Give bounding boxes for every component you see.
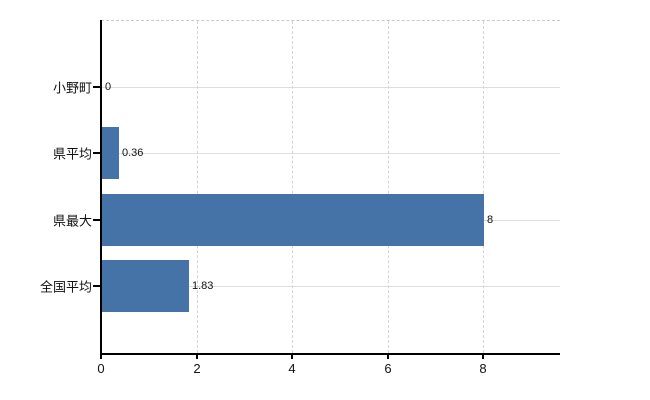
bar[interactable] (102, 127, 119, 179)
horizontal-gridline (102, 87, 560, 88)
x-axis-line (100, 353, 560, 355)
bar-value-label: 0.36 (122, 147, 144, 159)
bar-value-label: 0 (105, 81, 112, 93)
x-axis-tick-label: 6 (384, 361, 392, 376)
x-axis-tick (196, 355, 198, 359)
y-axis-tick (93, 219, 100, 221)
horizontal-gridline (102, 153, 560, 154)
y-axis-tick (93, 285, 100, 287)
y-axis-line (100, 20, 102, 355)
x-axis-tick-label: 8 (479, 361, 487, 376)
x-axis-tick (482, 355, 484, 359)
category-label: 県最大 (52, 213, 92, 229)
horizontal-gridline (102, 286, 560, 287)
vertical-gridline (483, 21, 484, 353)
vertical-gridline (197, 21, 198, 353)
vertical-gridline (292, 21, 293, 353)
bar[interactable] (102, 194, 484, 246)
bar[interactable] (102, 260, 189, 312)
plot-area-top-border (101, 20, 560, 21)
x-axis-tick-label: 4 (288, 361, 296, 376)
bar-value-label: 8 (487, 214, 494, 226)
y-axis-tick (93, 152, 100, 154)
y-axis-tick (93, 86, 100, 88)
x-axis-tick-label: 2 (193, 361, 201, 376)
vertical-gridline (388, 21, 389, 353)
bar-value-label: 1.83 (192, 280, 214, 292)
x-axis-tick-label: 0 (97, 361, 105, 376)
x-axis-tick (100, 355, 102, 359)
x-axis-tick (387, 355, 389, 359)
category-label: 全国平均 (39, 279, 92, 295)
category-label: 小野町 (52, 80, 92, 96)
x-axis-tick (291, 355, 293, 359)
category-label: 県平均 (52, 146, 92, 162)
